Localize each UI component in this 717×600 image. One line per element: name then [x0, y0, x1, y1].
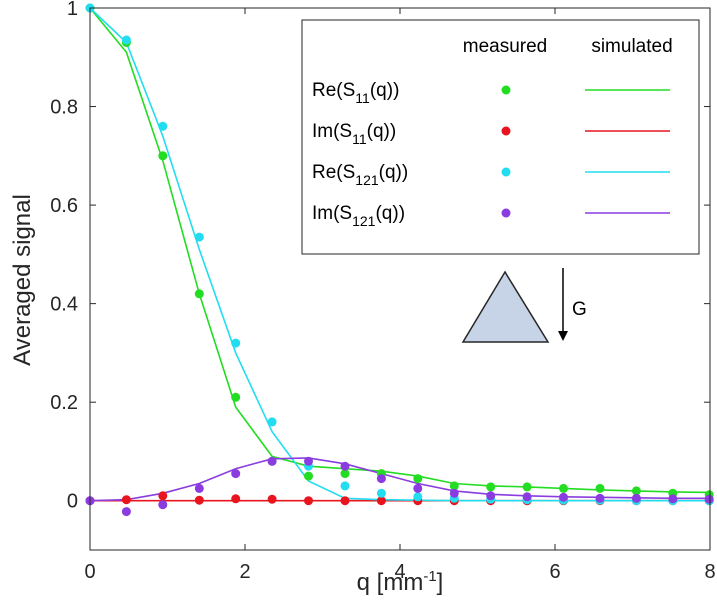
- simulated-lines: [89, 7, 710, 502]
- legend-label-re11: Re(S11(q)): [312, 80, 399, 106]
- measured-point-im121: [631, 493, 641, 503]
- measured-point-re11: [559, 483, 568, 493]
- gradient-arrow-head-icon: [558, 331, 568, 341]
- x-tick-label: 6: [549, 561, 560, 583]
- measured-point-re11: [413, 474, 423, 484]
- legend-marker-im11: [501, 126, 511, 136]
- simulated-line-re121: [89, 7, 710, 502]
- gradient-label: G: [572, 299, 587, 320]
- measured-point-im11: [231, 494, 241, 504]
- measured-point-im121: [267, 456, 277, 466]
- measured-point-im121: [231, 469, 241, 479]
- measured-point-re121: [267, 417, 277, 427]
- measured-point-im121: [486, 491, 496, 501]
- measured-point-re11: [158, 151, 168, 161]
- measured-point-re121: [231, 338, 241, 348]
- legend-box: [301, 19, 700, 255]
- measured-point-re11: [304, 471, 313, 481]
- legend-label-im121: Im(S121(q)): [312, 203, 405, 229]
- gradient-triangle-icon: [461, 270, 550, 343]
- legend-rows: Re(S11(q)) Im(S11(q)) Re(S121(q)) Im(S121(q…: [312, 80, 670, 229]
- measured-point-re11: [486, 482, 496, 492]
- measured-point-re121: [413, 492, 423, 502]
- simulated-line-im121: [89, 457, 710, 502]
- measured-point-re11: [522, 482, 532, 492]
- measured-point-re11: [631, 486, 641, 496]
- legend-label-re121: Re(S121(q)): [312, 162, 408, 188]
- y-tick-label: 0: [67, 491, 78, 513]
- measured-point-re121: [194, 232, 204, 242]
- measured-point-re11: [449, 481, 459, 491]
- measured-point-im121: [194, 483, 204, 493]
- simulated-line-re11: [89, 7, 710, 494]
- measured-point-re121: [158, 121, 168, 131]
- measured-point-im11: [304, 496, 313, 506]
- measured-point-im121: [449, 488, 459, 498]
- measured-point-im11: [340, 496, 350, 506]
- measured-point-im121: [158, 500, 168, 510]
- legend-marker-im121: [501, 208, 511, 218]
- legend-header-simulated: simulated: [591, 36, 672, 57]
- measured-point-im11: [376, 496, 386, 506]
- legend: measured simulated Re(S11(q))Im(S11(q))R…: [301, 19, 700, 255]
- legend-marker-re121: [501, 167, 511, 177]
- y-tick-label: 0.4: [50, 294, 78, 316]
- y-tick-label: 0.8: [50, 97, 78, 119]
- measured-point-re121: [340, 481, 350, 491]
- tick-labels: 0 2 4 6 8 0 0.2 0.4 0.6 0.8 1: [50, 0, 715, 583]
- y-axis-title: Averaged signal: [9, 194, 36, 366]
- measured-point-im121: [704, 494, 714, 504]
- plot-frame: [89, 7, 711, 551]
- measured-point-im121: [304, 456, 313, 466]
- measured-point-im121: [121, 507, 131, 517]
- measured-point-im121: [522, 492, 532, 502]
- x-axis-title-main: q [mm: [357, 569, 424, 596]
- measured-point-im121: [595, 493, 605, 503]
- legend-label-im11: Im(S11(q)): [312, 121, 396, 147]
- measured-point-re11: [231, 392, 241, 402]
- measured-point-im121: [376, 474, 386, 484]
- x-axis-title: q [mm-1]: [357, 568, 444, 596]
- measured-points: [85, 3, 714, 517]
- measured-point-re11: [194, 289, 204, 299]
- gradient-annotation: G: [461, 268, 587, 343]
- measured-point-im11: [194, 495, 204, 505]
- x-axis-title-end: ]: [437, 569, 444, 596]
- measured-point-im121: [340, 461, 350, 471]
- measured-point-re121: [121, 35, 131, 45]
- y-tick-label: 0.6: [50, 195, 78, 217]
- legend-marker-re11: [501, 85, 511, 95]
- measured-point-im11: [267, 494, 277, 504]
- x-tick-label: 2: [239, 561, 250, 583]
- measured-point-im11: [121, 495, 131, 505]
- legend-header-measured: measured: [463, 36, 548, 57]
- measured-point-im121: [413, 483, 423, 493]
- measured-point-im11: [158, 491, 168, 501]
- measured-point-re11: [595, 483, 605, 493]
- x-tick-label: 8: [704, 561, 715, 583]
- measured-point-re121: [376, 488, 386, 498]
- x-tick-label: 0: [84, 561, 95, 583]
- measured-point-im121: [559, 492, 568, 502]
- y-tick-label: 0.2: [50, 392, 78, 414]
- measured-point-im121: [668, 494, 678, 504]
- y-tick-label: 1: [67, 0, 78, 20]
- measured-point-re11: [340, 469, 350, 479]
- x-tick-label: 4: [394, 561, 405, 583]
- x-axis-title-sup: -1: [423, 568, 436, 585]
